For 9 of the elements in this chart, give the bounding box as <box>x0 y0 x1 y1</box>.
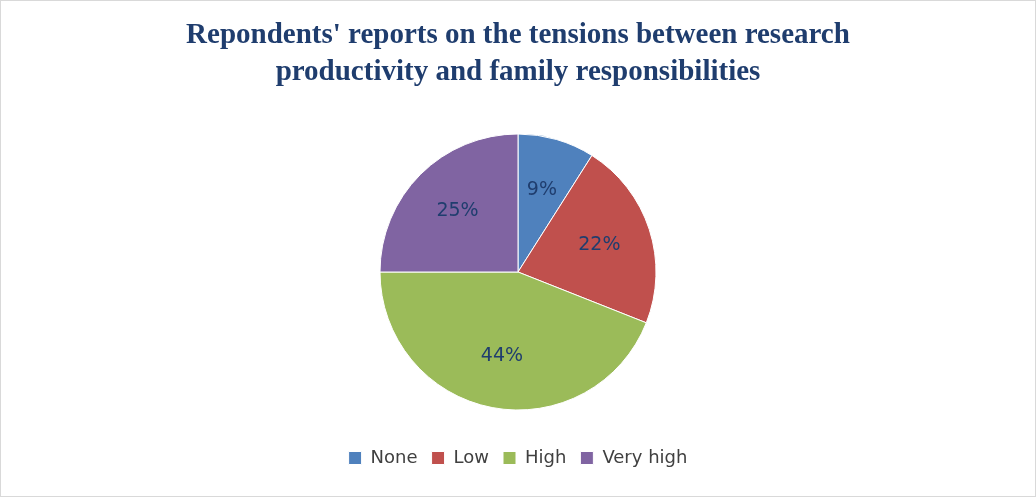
data-label: 22% <box>578 232 621 255</box>
chart-title: Repondents' reports on the tensions between research productivity and family responsibilities <box>185 16 851 88</box>
legend-label: Low <box>453 445 490 467</box>
legend-label: Very high <box>602 445 688 467</box>
data-label: 44% <box>480 342 524 365</box>
data-label: 9% <box>526 176 557 199</box>
data-label: 25% <box>436 198 479 221</box>
legend-label: None <box>370 445 418 467</box>
legend-label: High <box>525 445 567 467</box>
